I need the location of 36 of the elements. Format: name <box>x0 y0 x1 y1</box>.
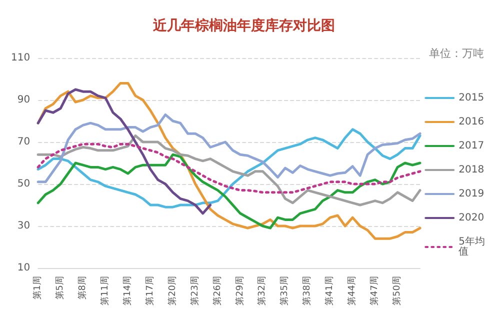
x-tick-label: 第17周 <box>144 276 156 306</box>
x-tick-label: 第35周 <box>279 276 290 306</box>
x-tick-label: 第38周 <box>302 276 313 306</box>
legend-label: 2020 <box>458 212 484 224</box>
text: 单位：万吨 <box>429 47 484 60</box>
x-tick-label: 第47周 <box>369 276 380 306</box>
line-series <box>36 88 212 215</box>
x-tick-label: 第11周 <box>99 276 110 306</box>
x-tick-label: 第50周 <box>392 276 403 306</box>
y-tick-label: 70 <box>17 136 30 148</box>
x-tick-label: 第41周 <box>324 276 336 306</box>
legend-label: 2015 <box>458 92 484 104</box>
legend-label: 2018 <box>458 164 484 176</box>
x-tick-label: 第23周 <box>189 276 200 306</box>
legend-label: 2019 <box>458 188 484 200</box>
line-series <box>36 113 422 184</box>
x-tick-label: 第5周 <box>54 276 66 300</box>
x-tick-label: 第20周 <box>166 276 178 306</box>
y-tick-label: 90 <box>17 94 30 106</box>
y-tick-label: 10 <box>17 262 30 274</box>
line-series <box>36 142 422 194</box>
line-series <box>36 153 422 230</box>
x-tick-label: 第29周 <box>234 276 246 306</box>
x-tick-label: 第1周 <box>32 276 44 300</box>
x-tick-label: 第32周 <box>256 276 268 306</box>
y-tick-label: 30 <box>17 220 30 232</box>
legend-label: 2016 <box>458 116 484 128</box>
x-tick-label: 第8周 <box>77 276 88 300</box>
x-tick-label: 第14周 <box>122 276 133 306</box>
y-tick-label: 110 <box>10 52 30 64</box>
legend-label: 5年均值 <box>458 236 486 258</box>
legend-label: 2017 <box>458 140 484 152</box>
y-tick-label: 50 <box>17 178 30 190</box>
x-tick-label: 第26周 <box>212 276 223 306</box>
x-tick-label: 第44周 <box>346 276 358 306</box>
chart-title: 近几年棕榈油年度库存对比图 <box>152 17 335 34</box>
